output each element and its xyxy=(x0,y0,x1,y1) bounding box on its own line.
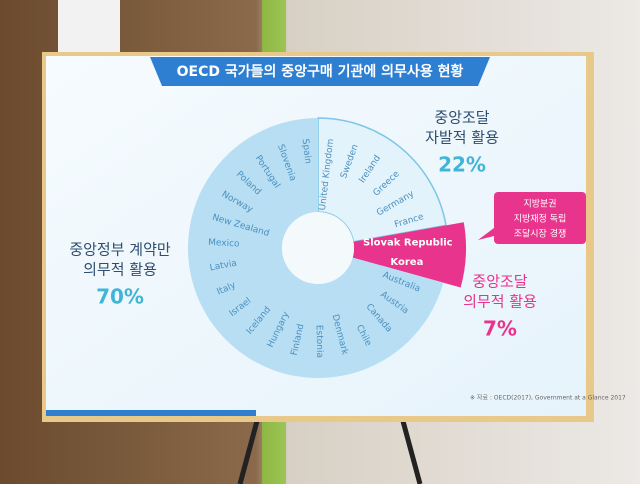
country-label: Mexico xyxy=(208,238,240,250)
callout-text: 지방분권 xyxy=(523,198,556,210)
category-label: 의무적 활용 xyxy=(463,293,537,311)
country-label: Korea xyxy=(390,257,423,268)
slice xyxy=(187,118,444,379)
source: ※ 자료 : OECD(2017), Government at a Glanc… xyxy=(470,394,626,402)
category-label: 중앙조달 xyxy=(472,273,527,291)
donut-hole xyxy=(282,212,354,284)
value-label: 70% xyxy=(96,285,144,309)
easel-leg xyxy=(397,409,423,485)
title-bar xyxy=(150,57,490,86)
bottom-bar xyxy=(46,410,256,416)
country-label: Slovak Republic xyxy=(363,237,453,248)
category-label: 중앙정부 계약만 xyxy=(69,241,171,259)
category-label: 자발적 활용 xyxy=(425,129,499,147)
easel-leg xyxy=(237,409,263,485)
callout-text: 지방재정 독립 xyxy=(514,214,567,225)
flag xyxy=(58,0,120,60)
category-label: 의무적 활용 xyxy=(83,261,157,279)
slice xyxy=(352,222,466,288)
value-label: 7% xyxy=(483,317,517,341)
category-label: 중앙조달 xyxy=(434,109,489,127)
callout-text: 조달시장 경쟁 xyxy=(514,228,567,240)
callout-box xyxy=(494,192,586,244)
title: OECD 국가들의 중앙구매 기관에 의무사용 현황 xyxy=(177,63,464,80)
callout-tail xyxy=(478,228,494,240)
country-label: Estonia xyxy=(314,325,324,358)
country-label: Spain xyxy=(300,138,313,164)
value-label: 22% xyxy=(438,153,486,177)
country-label: Latvia xyxy=(209,259,238,274)
donut-chart: United Kingdom SwedenIrelandGreeceGermany… xyxy=(69,109,566,379)
